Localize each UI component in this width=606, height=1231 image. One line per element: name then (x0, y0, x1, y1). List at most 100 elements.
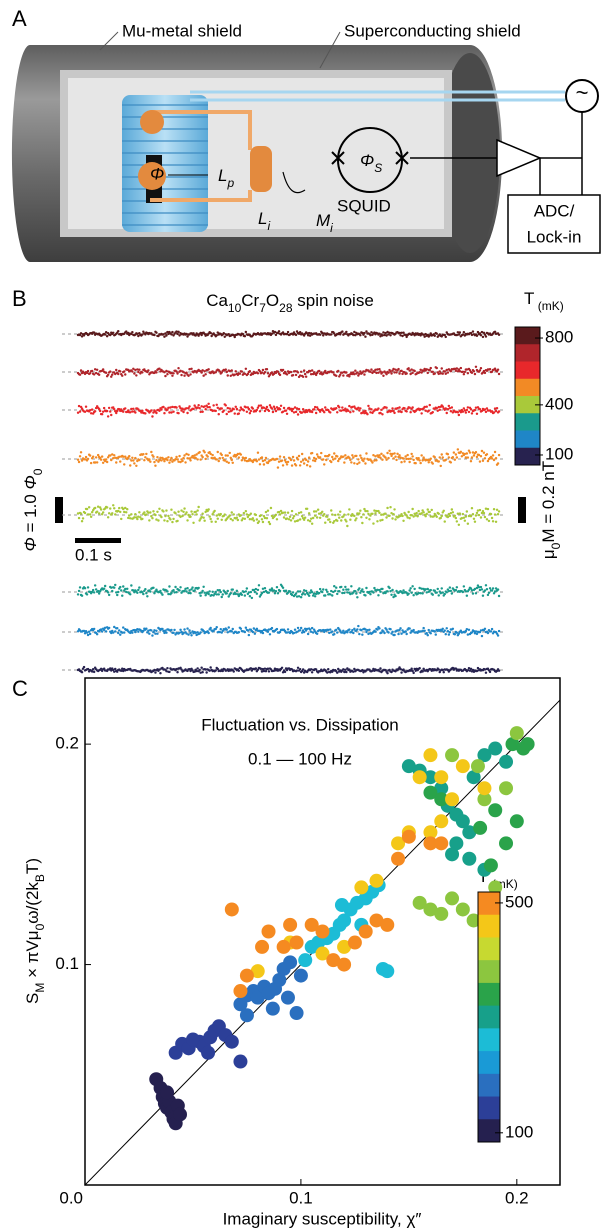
scatter-point (334, 898, 349, 913)
noise-trace (76, 665, 501, 675)
coupling-arrow (282, 171, 306, 194)
scatter-point (477, 792, 492, 807)
text-part: T (478, 867, 488, 886)
text-part: 0 (33, 923, 47, 930)
noise-trace (76, 624, 501, 638)
text-part: M (33, 983, 47, 993)
wire (150, 110, 252, 202)
scatter-point (412, 770, 427, 785)
colorbar-segment (478, 1073, 500, 1098)
colorbar-segment (478, 1096, 500, 1120)
phis-label: ΦS (360, 151, 382, 175)
scatter-point (337, 939, 352, 954)
y-tick-label: 0.2 (55, 734, 79, 753)
chart-subtitle: 0.1 — 100 Hz (248, 749, 352, 768)
scatter-point (462, 825, 477, 840)
scatter-point (255, 939, 270, 954)
leader (319, 31, 341, 69)
scatter-point (449, 836, 464, 851)
text-part: 0 (549, 542, 563, 549)
scatter-point (477, 748, 492, 763)
noise-trace (76, 365, 501, 379)
scatter-point (354, 880, 369, 895)
scatter-point (445, 792, 460, 807)
scatter-point (391, 851, 406, 866)
panel-a: A Mu-metal shield Superconducting shield… (11, 6, 601, 262)
text-part: (mK) (534, 299, 563, 313)
scatter-point (423, 836, 438, 851)
text-part: 7 (259, 301, 266, 315)
amplifier (496, 138, 542, 178)
scatter-point (434, 770, 449, 785)
scatter-point (488, 880, 503, 895)
scatter-point (499, 781, 514, 796)
squid-label: SQUID (337, 196, 391, 215)
scatter-point (499, 836, 514, 851)
colorbar-frame (514, 326, 541, 466)
leader (99, 31, 119, 51)
text-part: Φ (21, 475, 40, 489)
panel-label: A (12, 6, 27, 31)
time-scale-bar (75, 538, 121, 543)
scatter-point (369, 913, 384, 928)
scatter-point (283, 955, 298, 970)
y-axis-label: SM × πVμ0ω/(2kBT) (23, 858, 47, 1004)
scatter-point (423, 902, 438, 917)
scatter-point (509, 814, 524, 829)
scatter-point (466, 913, 481, 928)
scatter-point (423, 825, 438, 840)
lp-label: Lp (218, 166, 234, 190)
wires (410, 112, 583, 195)
text-part: L (218, 166, 227, 185)
scatter-point (434, 781, 449, 796)
scatter-point (293, 968, 308, 983)
text-part: 10 (228, 301, 242, 315)
scatter-point (233, 984, 248, 999)
colorbar-segment (478, 914, 500, 938)
scatter-point (298, 953, 313, 968)
x-axis-label: Imaginary susceptibility, χ″ (223, 1209, 422, 1228)
text-part: O (266, 291, 279, 310)
text-part: L (258, 209, 267, 228)
text-part: Φ (21, 537, 40, 551)
scatter-point (224, 902, 239, 917)
scatter-point (520, 737, 535, 752)
colorbar-tick-label: 800 (545, 328, 573, 347)
flux-label: Φ (150, 164, 164, 183)
panel-b-title: Ca10Cr7O28 spin noise (206, 291, 374, 315)
squid-loop (337, 127, 403, 193)
x-tick-label: 0.1 (289, 1188, 313, 1207)
scatter-point (423, 785, 438, 800)
scatter-point (466, 770, 481, 785)
scatter-point (250, 964, 265, 979)
scatter-point (265, 1001, 280, 1016)
panel-label: C (12, 676, 28, 701)
noise-trace (76, 504, 501, 528)
sc-shield-label: Superconducting shield (344, 21, 521, 40)
colorbar-segment (515, 430, 540, 449)
scatter-point (347, 935, 362, 950)
colorbar-segment (478, 1005, 500, 1029)
shield-end (440, 53, 500, 253)
time-scale-label: 0.1 s (75, 545, 112, 564)
noise-trace (76, 448, 501, 469)
pickup-coil (122, 95, 208, 232)
scatter-point (276, 939, 291, 954)
plot-frame (84, 677, 561, 1186)
scatter-point (423, 748, 438, 763)
mu-metal-label: Mu-metal shield (122, 21, 242, 40)
scatter-point (160, 1085, 175, 1100)
panel-b: B Ca10Cr7O28 spin noise T (mK) 0.1 s Φ =… (12, 286, 573, 675)
scatter-point (470, 759, 485, 774)
scatter-point (304, 917, 319, 932)
colorbar-segment (515, 327, 540, 345)
text-part: S (374, 161, 382, 175)
scatter-point (201, 1045, 216, 1060)
text-part: spin noise (293, 291, 374, 310)
scatter-point (445, 891, 460, 906)
text-part: 28 (279, 301, 293, 315)
scatter-point (455, 902, 470, 917)
panel-label: B (12, 286, 27, 311)
colorbar-segment (515, 361, 540, 380)
chart-title: Fluctuation vs. Dissipation (201, 715, 398, 734)
